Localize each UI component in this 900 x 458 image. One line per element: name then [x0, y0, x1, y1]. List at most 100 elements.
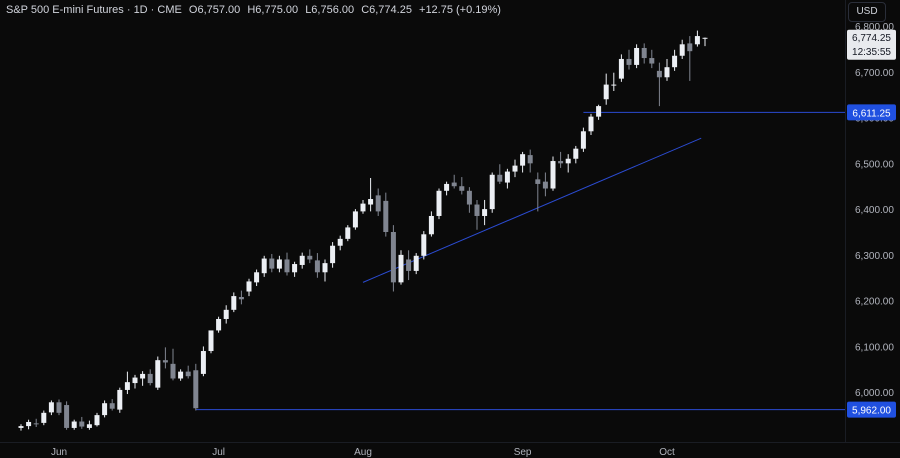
- candle-body[interactable]: [360, 203, 366, 212]
- candle-body[interactable]: [444, 183, 450, 191]
- candle-body[interactable]: [512, 165, 518, 172]
- candle-body[interactable]: [109, 403, 115, 409]
- candle-body[interactable]: [284, 259, 290, 273]
- candle-body[interactable]: [611, 84, 617, 86]
- candle-body[interactable]: [246, 281, 252, 292]
- candle-body[interactable]: [580, 131, 586, 149]
- candle-body[interactable]: [140, 373, 146, 379]
- candle-body[interactable]: [26, 421, 32, 427]
- candle-body[interactable]: [223, 309, 229, 319]
- candle-body[interactable]: [238, 297, 244, 300]
- candle-body[interactable]: [330, 245, 336, 264]
- candle-body[interactable]: [618, 58, 624, 79]
- currency-selector[interactable]: USD: [848, 2, 886, 22]
- candle-body[interactable]: [352, 211, 358, 228]
- candle-body[interactable]: [687, 43, 693, 52]
- candle-body[interactable]: [421, 234, 427, 256]
- x-tick-label: Aug: [354, 447, 372, 458]
- candle-body[interactable]: [482, 209, 488, 216]
- candle-body[interactable]: [117, 389, 123, 410]
- candle-body[interactable]: [79, 421, 85, 427]
- candle-body[interactable]: [94, 415, 100, 426]
- candle-body[interactable]: [18, 426, 24, 428]
- candle-body[interactable]: [542, 181, 548, 189]
- candle-body[interactable]: [679, 44, 685, 56]
- candle-body[interactable]: [231, 296, 237, 310]
- candle-body[interactable]: [375, 195, 381, 212]
- y-tick-label: 6,800.00: [855, 22, 894, 33]
- candle-body[interactable]: [147, 373, 153, 384]
- candle-body[interactable]: [588, 116, 594, 132]
- candle-body[interactable]: [276, 259, 282, 269]
- candle-body[interactable]: [299, 255, 305, 265]
- candle-body[interactable]: [307, 255, 313, 260]
- candle-body[interactable]: [368, 199, 374, 205]
- candle-body[interactable]: [451, 182, 457, 187]
- bar-countdown: 12:35:55: [852, 47, 891, 58]
- candle-body[interactable]: [565, 158, 571, 164]
- candle-body[interactable]: [550, 161, 556, 189]
- candle-body[interactable]: [322, 263, 328, 273]
- candle-body[interactable]: [535, 179, 541, 184]
- level-price-tag: [847, 104, 896, 121]
- candle-body[interactable]: [641, 47, 647, 59]
- candle-body[interactable]: [504, 171, 510, 183]
- candle-body[interactable]: [656, 70, 662, 78]
- candle-body[interactable]: [102, 403, 108, 416]
- candle-body[interactable]: [71, 421, 77, 428]
- candle-body[interactable]: [269, 258, 275, 269]
- trendline[interactable]: [362, 137, 702, 283]
- candle-body[interactable]: [64, 405, 70, 428]
- candle-body[interactable]: [649, 58, 655, 64]
- candle-body[interactable]: [672, 55, 678, 68]
- candle-body[interactable]: [694, 36, 700, 45]
- candle-body[interactable]: [626, 58, 632, 65]
- candle-body[interactable]: [261, 258, 267, 274]
- candle-body[interactable]: [406, 259, 412, 271]
- candle-body[interactable]: [459, 186, 465, 191]
- candle-body[interactable]: [314, 260, 320, 273]
- candle-body[interactable]: [527, 155, 533, 164]
- candle-body[interactable]: [124, 382, 130, 390]
- candle-body[interactable]: [497, 174, 503, 182]
- candle-body[interactable]: [33, 423, 39, 425]
- candle-body[interactable]: [398, 254, 404, 283]
- candle-body[interactable]: [178, 371, 184, 379]
- candle-body[interactable]: [558, 161, 564, 164]
- candle-body[interactable]: [345, 227, 351, 239]
- candle-body[interactable]: [520, 154, 526, 166]
- candle-body[interactable]: [292, 264, 298, 273]
- candle-body[interactable]: [489, 174, 495, 210]
- candle-body[interactable]: [474, 204, 480, 216]
- candle-body[interactable]: [254, 272, 260, 283]
- candle-body[interactable]: [664, 67, 670, 78]
- candle-body[interactable]: [200, 351, 206, 374]
- candle-body[interactable]: [436, 190, 442, 216]
- candle-body[interactable]: [413, 255, 419, 271]
- candle-body[interactable]: [162, 360, 168, 363]
- candle-body[interactable]: [390, 232, 396, 283]
- candle-body[interactable]: [603, 84, 609, 100]
- candle-body[interactable]: [466, 190, 472, 205]
- level-price-label: 6,611.25: [852, 108, 891, 119]
- candle-body[interactable]: [428, 215, 434, 235]
- candle-body[interactable]: [383, 200, 389, 232]
- candle-body[interactable]: [56, 402, 62, 413]
- candle-body[interactable]: [170, 363, 176, 379]
- candle-body[interactable]: [193, 370, 199, 409]
- candle-body[interactable]: [702, 37, 708, 39]
- candle-body[interactable]: [41, 412, 47, 423]
- candle-body[interactable]: [155, 360, 161, 388]
- candle-body[interactable]: [337, 238, 343, 246]
- candle-body[interactable]: [86, 424, 92, 428]
- candle-body[interactable]: [185, 371, 191, 377]
- candle-body[interactable]: [132, 377, 138, 384]
- candle-body[interactable]: [634, 47, 640, 65]
- candle-body[interactable]: [208, 330, 214, 352]
- chart-header: S&P 500 E-mini Futures · 1D · CME O6,757…: [6, 4, 505, 16]
- candle-body[interactable]: [216, 318, 222, 331]
- candle-body[interactable]: [573, 148, 579, 159]
- candle-body[interactable]: [48, 402, 54, 413]
- candle-body[interactable]: [596, 106, 602, 117]
